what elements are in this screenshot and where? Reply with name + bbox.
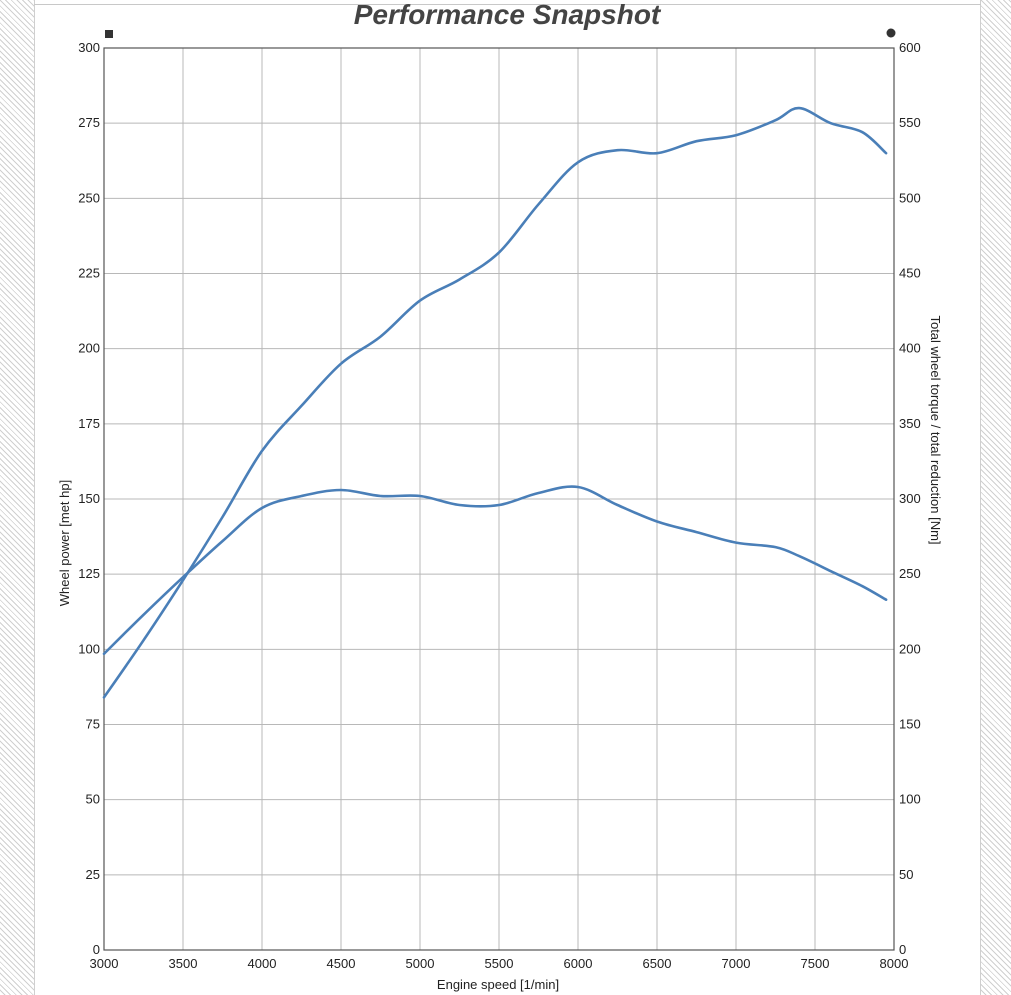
grid — [103, 47, 895, 951]
x-tick-label: 6500 — [643, 956, 672, 971]
y-tick-label: 125 — [78, 566, 100, 581]
x-tick-label: 5500 — [485, 956, 514, 971]
y2-tick-label: 350 — [899, 416, 921, 431]
y-tick-label: 250 — [78, 190, 100, 205]
y2-tick-label: 200 — [899, 641, 921, 656]
y-tick-label: 200 — [78, 341, 100, 356]
y-tick-label: 275 — [78, 115, 100, 130]
y2-tick-label: 250 — [899, 566, 921, 581]
y2-tick-label: 400 — [899, 341, 921, 356]
x-tick-label: 5000 — [406, 956, 435, 971]
tick-labels: 3000 3500 4000 4500 5000 5500 6000 6500 7000 7500… — [78, 40, 920, 971]
y-tick-label: 225 — [78, 266, 100, 281]
x-axis-title: Engine speed [1/min] — [437, 977, 559, 992]
y-tick-label: 25 — [86, 867, 100, 882]
y2-tick-label: 150 — [899, 717, 921, 732]
top-border-line — [34, 4, 981, 5]
right-axis-marker-circle — [886, 28, 896, 38]
power-curve — [102, 106, 888, 699]
y2-tick-label: 500 — [899, 190, 921, 205]
y2-tick-label: 600 — [899, 40, 921, 55]
x-tick-label: 4500 — [327, 956, 356, 971]
y2-tick-label: 50 — [899, 867, 913, 882]
y2-tick-label: 550 — [899, 115, 921, 130]
y2-tick-label: 300 — [899, 491, 921, 506]
y-tick-label: 50 — [86, 792, 100, 807]
chart-title: Performance Snapshot — [354, 0, 662, 30]
x-tick-label: 3000 — [90, 956, 119, 971]
y-tick-label: 100 — [78, 641, 100, 656]
x-tick-label: 3500 — [169, 956, 198, 971]
left-border-pattern — [0, 0, 35, 995]
x-tick-label: 7500 — [801, 956, 830, 971]
y2-axis-title: Total wheel torque / total reduction [Nm… — [928, 315, 943, 544]
right-border-pattern — [980, 0, 1011, 995]
left-axis-marker-square — [105, 30, 113, 38]
y-tick-label: 175 — [78, 416, 100, 431]
y-tick-label: 150 — [78, 491, 100, 506]
y2-tick-label: 0 — [899, 942, 906, 957]
series-layer — [102, 106, 888, 699]
torque-curve — [102, 485, 888, 656]
y-tick-label: 0 — [93, 942, 100, 957]
x-tick-label: 8000 — [880, 956, 909, 971]
y-tick-label: 75 — [86, 717, 100, 732]
y2-tick-label: 100 — [899, 792, 921, 807]
y-tick-label: 300 — [78, 40, 100, 55]
x-tick-label: 6000 — [564, 956, 593, 971]
x-tick-label: 4000 — [248, 956, 277, 971]
plot-frame — [103, 47, 895, 951]
y-axis-title: Wheel power [met hp] — [57, 480, 72, 606]
y2-tick-label: 450 — [899, 266, 921, 281]
x-tick-label: 7000 — [722, 956, 751, 971]
